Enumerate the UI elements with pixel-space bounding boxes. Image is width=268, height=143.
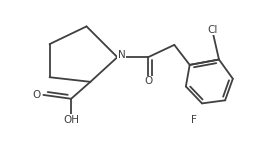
Text: O: O bbox=[33, 90, 41, 100]
Text: O: O bbox=[144, 77, 152, 87]
Text: Cl: Cl bbox=[208, 25, 218, 35]
Text: OH: OH bbox=[63, 115, 79, 125]
Text: N: N bbox=[118, 49, 126, 59]
Text: F: F bbox=[191, 115, 196, 125]
